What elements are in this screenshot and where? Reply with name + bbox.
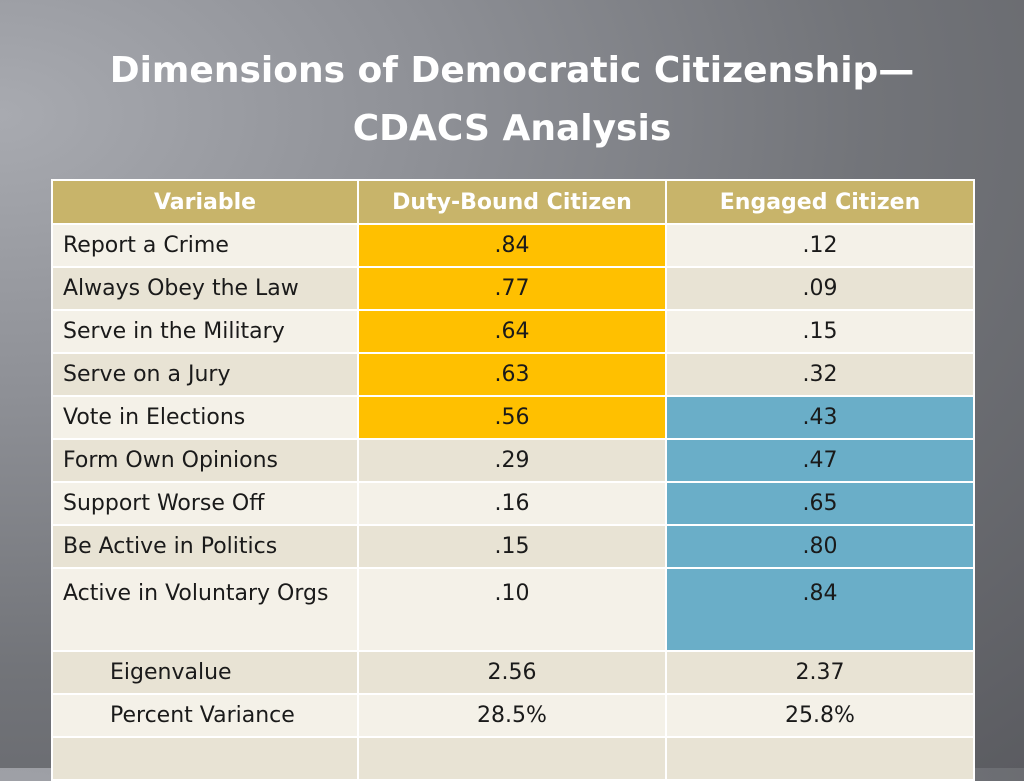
table-row: Always Obey the Law .77 .09 [51,266,975,311]
variable-cell: Vote in Elections [51,395,359,440]
table-row: Be Active in Politics .15 .80 [51,524,975,569]
table-row: Support Worse Off .16 .65 [51,481,975,526]
engaged-value: .84 [665,567,975,652]
duty-bound-value: .84 [357,223,667,268]
duty-bound-value: 28.5% [357,693,667,738]
table-row: Serve on a Jury .63 .32 [51,352,975,397]
table-row: Serve in the Military .64 .15 [51,309,975,354]
slide-title-line-1: Dimensions of Democratic Citizenship— [109,50,915,91]
variable-cell: Always Obey the Law [51,266,359,311]
variable-cell: Serve on a Jury [51,352,359,397]
engaged-value: .32 [665,352,975,397]
variable-cell: Report a Crime [51,223,359,268]
variable-cell: Be Active in Politics [51,524,359,569]
slide-title: Dimensions of Democratic Citizenship— CD… [40,42,984,158]
slide-title-line-2: CDACS Analysis [352,108,672,149]
duty-bound-value: 2.56 [357,650,667,695]
duty-bound-value: .56 [357,395,667,440]
header-variable: Variable [51,179,359,225]
engaged-value: .43 [665,395,975,440]
duty-bound-value: .29 [357,438,667,483]
duty-bound-value: .16 [357,481,667,526]
engaged-value: .65 [665,481,975,526]
variable-cell: Eigenvalue [51,650,359,695]
variable-cell: Support Worse Off [51,481,359,526]
duty-bound-value: .64 [357,309,667,354]
header-engaged-citizen: Engaged Citizen [665,179,975,225]
percent-variance-row: Percent Variance 28.5% 25.8% [51,693,975,738]
engaged-value: .15 [665,309,975,354]
duty-bound-value: .10 [357,567,667,652]
header-duty-bound-citizen: Duty-Bound Citizen [357,179,667,225]
engaged-value: .47 [665,438,975,483]
eigenvalue-row: Eigenvalue 2.56 2.37 [51,650,975,695]
table-row: Form Own Opinions .29 .47 [51,438,975,483]
duty-bound-value: .63 [357,352,667,397]
table-row: Report a Crime .84 .12 [51,223,975,268]
table-header-row: Variable Duty-Bound Citizen Engaged Citi… [51,179,975,225]
duty-bound-value: .15 [357,524,667,569]
engaged-value: .12 [665,223,975,268]
table-row: Vote in Elections .56 .43 [51,395,975,440]
engaged-value: .09 [665,266,975,311]
variable-cell: Serve in the Military [51,309,359,354]
factor-loadings-table: Variable Duty-Bound Citizen Engaged Citi… [51,179,975,781]
table-row-partial [51,736,975,781]
engaged-value: 25.8% [665,693,975,738]
variable-cell: Form Own Opinions [51,438,359,483]
table-row: Active in Voluntary Orgs .10 .84 [51,567,975,652]
variable-cell: Percent Variance [51,693,359,738]
engaged-value: .80 [665,524,975,569]
duty-bound-value: .77 [357,266,667,311]
variable-cell: Active in Voluntary Orgs [51,567,359,652]
engaged-value: 2.37 [665,650,975,695]
